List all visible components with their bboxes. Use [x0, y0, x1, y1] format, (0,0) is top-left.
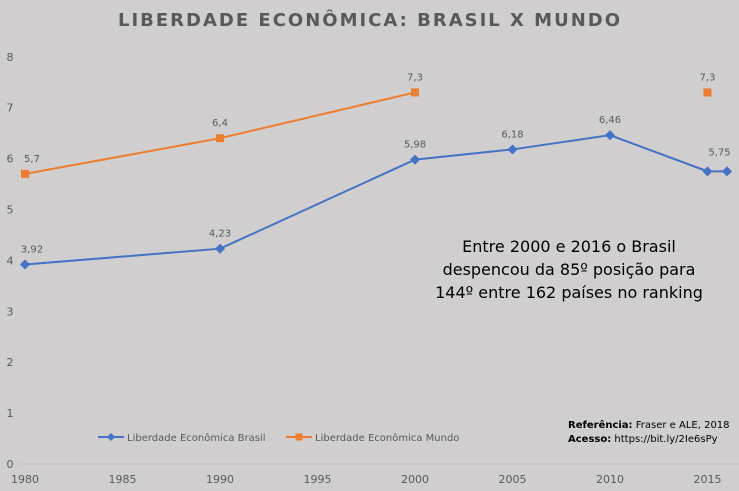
- reference-text: Fraser e ALE, 2018: [633, 420, 730, 431]
- data-point-brasil: [215, 243, 225, 254]
- data-label-mundo: 5,7: [24, 154, 40, 165]
- legend: Liberdade Econômica Brasil Liberdade Eco…: [98, 432, 459, 444]
- x-tick-label: 1995: [304, 473, 332, 486]
- annotation-line: despencou da 85º posição para: [443, 260, 696, 279]
- y-tick-label: 0: [7, 458, 14, 471]
- y-tick-label: 1: [7, 407, 14, 420]
- data-point-brasil: [507, 144, 518, 155]
- x-tick-label: 1980: [11, 473, 39, 486]
- access-label: Acesso:: [568, 434, 611, 445]
- y-tick-label: 4: [7, 254, 14, 267]
- reference-line: Referência: Fraser e ALE, 2018: [568, 419, 730, 431]
- legend-marker-brasil: [107, 433, 115, 441]
- x-tick-label: 2015: [694, 473, 722, 486]
- y-tick-label: 5: [7, 204, 14, 217]
- data-label-brasil: 5,98: [404, 140, 426, 151]
- data-point-brasil: [410, 154, 420, 165]
- data-point-brasil: [20, 259, 30, 270]
- access-line: Acesso: https://bit.ly/2Ie6sPy: [568, 434, 718, 445]
- access-text: https://bit.ly/2Ie6sPy: [611, 434, 717, 445]
- x-tick-label: 2010: [596, 473, 624, 486]
- y-tick-label: 2: [7, 356, 14, 369]
- data-point-brasil: [605, 130, 615, 141]
- data-label-brasil: 4,23: [209, 229, 231, 240]
- data-point-brasil: [702, 166, 713, 177]
- data-label-mundo: 7,3: [700, 72, 716, 83]
- chart-title: LIBERDADE ECONÔMICA: BRASIL X MUNDO: [118, 9, 622, 31]
- reference-label: Referência:: [568, 419, 633, 431]
- data-point-mundo: [703, 88, 712, 97]
- y-tick-label: 3: [7, 305, 14, 318]
- x-tick-label: 1985: [109, 473, 137, 486]
- data-point-mundo: [216, 134, 224, 143]
- annotation-line: Entre 2000 e 2016 o Brasil: [462, 237, 676, 256]
- data-label-mundo: 6,4: [212, 118, 228, 129]
- data-point-brasil: [722, 166, 732, 177]
- data-point-mundo: [21, 169, 29, 178]
- x-tick-label: 1990: [206, 473, 234, 486]
- x-tick-label: 2005: [499, 473, 527, 486]
- annotation: Entre 2000 e 2016 o Brasil despencou da …: [435, 237, 703, 302]
- data-label-brasil: 5,75: [708, 147, 730, 158]
- annotation-line: 144º entre 162 países no ranking: [435, 283, 703, 302]
- reference: Referência: Fraser e ALE, 2018 Acesso: h…: [568, 419, 730, 445]
- series-line-mundo: [24, 91, 416, 175]
- legend-marker-mundo: [295, 433, 303, 441]
- y-tick-label: 7: [7, 102, 14, 115]
- data-label-brasil: 6,46: [599, 115, 621, 126]
- data-label-mundo: 7,3: [407, 72, 423, 83]
- data-label-brasil: 6,18: [501, 129, 523, 140]
- data-point-mundo: [411, 88, 419, 97]
- y-tick-label: 6: [7, 153, 14, 166]
- x-tick-label: 2000: [401, 473, 429, 486]
- legend-label-mundo: Liberdade Econômica Mundo: [315, 432, 459, 444]
- y-tick-label: 8: [7, 51, 14, 64]
- legend-label-brasil: Liberdade Econômica Brasil: [127, 432, 266, 444]
- data-label-brasil: 3,92: [21, 244, 43, 255]
